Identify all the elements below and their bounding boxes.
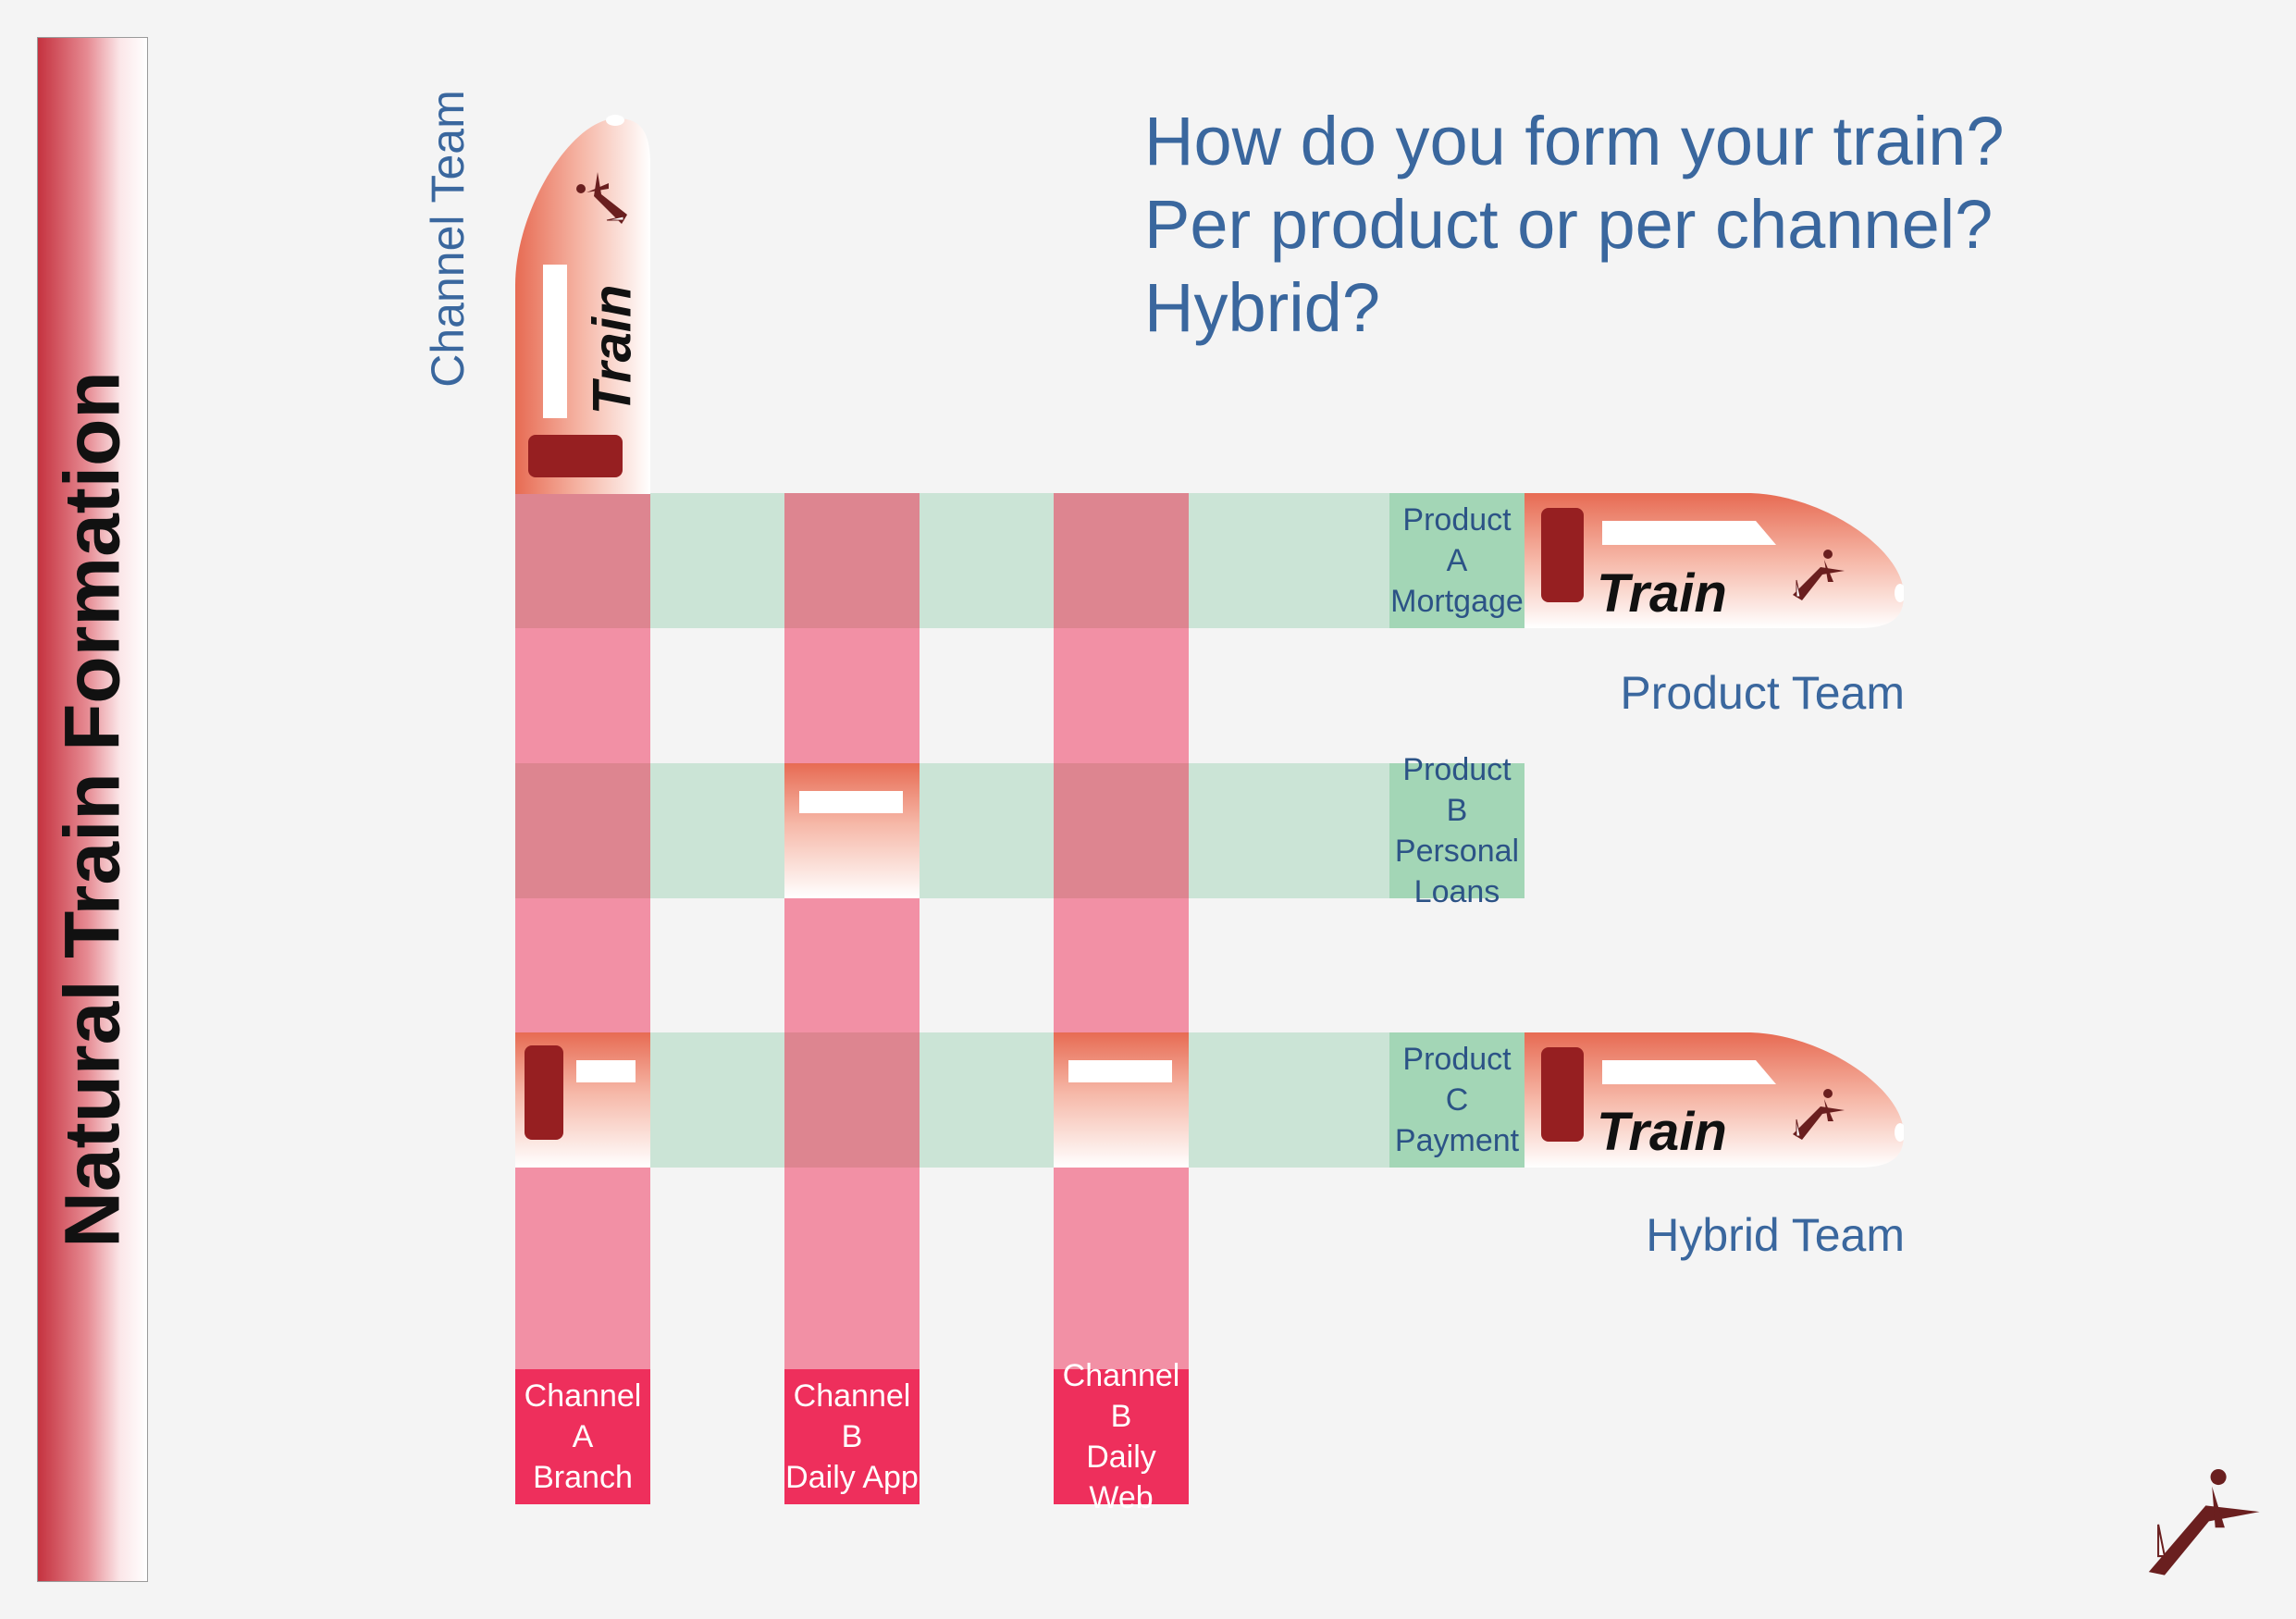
- product-row-a: [515, 493, 1389, 628]
- grid-overlap: [515, 493, 650, 628]
- dancer-logo-icon: [1793, 1089, 1845, 1140]
- train-car: [515, 1032, 650, 1168]
- hybrid-team-label: Hybrid Team: [1646, 1209, 1905, 1261]
- channel-label-a: Channel A Branch: [515, 1369, 650, 1504]
- dancer-logo-icon: [1793, 550, 1845, 600]
- train-label: Train: [582, 284, 643, 415]
- train-window: [576, 1060, 636, 1082]
- grid-overlap: [515, 763, 650, 898]
- question-line-2: Per product or per channel?: [1144, 186, 1994, 263]
- question-block: How do you form your train? Per product …: [1144, 100, 2005, 350]
- train-car: [784, 763, 920, 898]
- channel-label-b-web: Channel B Daily Web: [1054, 1358, 1189, 1515]
- product-row-b: [515, 763, 1389, 898]
- product-team-label: Product Team: [1620, 667, 1905, 719]
- channel-column-a: [515, 493, 650, 1372]
- product-row-c: [515, 1032, 1389, 1168]
- product-label-b: Product B Personal Loans: [1389, 752, 1524, 909]
- hybrid-team-train: [1524, 1032, 1904, 1168]
- product-label-a: Product A Mortgage: [1389, 493, 1524, 628]
- train-window: [1068, 1060, 1172, 1082]
- train-label: Train: [1597, 1102, 1727, 1162]
- title-banner: [37, 37, 148, 1582]
- channel-column-b-web: [1054, 493, 1189, 1372]
- train-door: [525, 1045, 563, 1140]
- train-car: [1054, 1032, 1189, 1168]
- product-team-train: [1524, 493, 1904, 628]
- train-label: Train: [1597, 563, 1727, 624]
- grid-overlap: [784, 1032, 920, 1168]
- channel-column-b-app: [784, 493, 920, 1372]
- channel-team-label: Channel Team: [422, 90, 474, 388]
- train-window: [799, 791, 903, 813]
- grid-overlap: [1054, 763, 1189, 898]
- dancer-logo-icon: [576, 172, 627, 224]
- grid-overlap: [1054, 493, 1189, 628]
- channel-label-b-app: Channel B Daily App: [784, 1369, 920, 1504]
- product-label-c: Product C Payment: [1389, 1032, 1524, 1168]
- page-title: Natural Train Formation: [48, 371, 136, 1248]
- grid-overlap: [784, 493, 920, 628]
- question-line-1: How do you form your train?: [1144, 103, 2005, 179]
- dancer-logo-icon: [2148, 1468, 2260, 1576]
- question-line-3: Hybrid?: [1144, 269, 1380, 346]
